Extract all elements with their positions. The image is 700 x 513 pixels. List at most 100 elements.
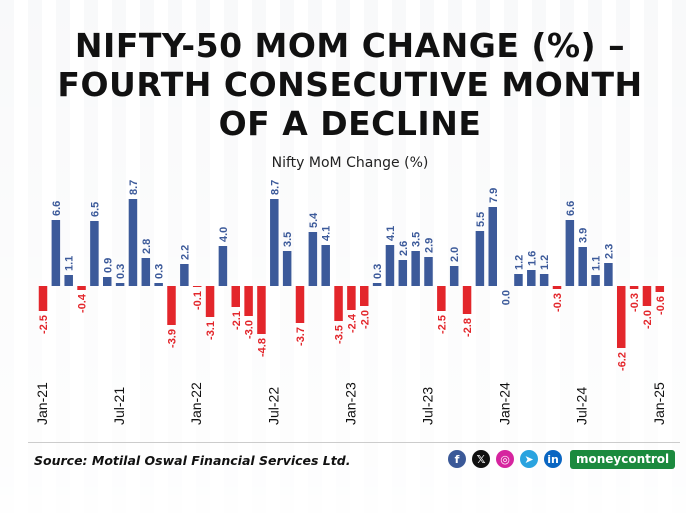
bar-Sep-23 xyxy=(449,266,459,286)
value-label-Nov-22: 4.1 xyxy=(321,226,333,241)
value-label-Jul-24: 3.9 xyxy=(578,228,590,243)
x-tick-label-Jul-21: Jul-21 xyxy=(111,387,127,425)
bar-Feb-21 xyxy=(51,220,61,286)
value-label-Dec-21: 2.2 xyxy=(179,245,191,260)
bar-Jul-24 xyxy=(578,247,587,286)
value-label-Dec-22: -3.5 xyxy=(334,325,346,344)
bar-Apr-22 xyxy=(231,286,240,307)
value-label-Jan-24: 0.0 xyxy=(501,290,513,305)
telegram-icon[interactable]: ➤ xyxy=(520,450,538,468)
value-label-Apr-21: -0.4 xyxy=(77,293,89,313)
value-label-Oct-21: 0.3 xyxy=(154,264,166,279)
bar-Feb-22 xyxy=(205,286,215,317)
bar-May-21 xyxy=(90,221,99,286)
bar-Apr-21 xyxy=(77,286,86,290)
bar-Nov-24 xyxy=(629,286,639,289)
bar-Mar-22 xyxy=(218,246,228,286)
value-label-Jun-21: 0.9 xyxy=(102,258,114,273)
title-line-2: FOURTH CONSECUTIVE MONTH xyxy=(57,65,643,104)
bar-Sep-22 xyxy=(295,286,305,323)
bar-Sep-24 xyxy=(604,263,613,286)
bar-Dec-23 xyxy=(488,207,497,286)
value-label-Feb-24: 1.2 xyxy=(513,255,525,270)
bar-Oct-22 xyxy=(308,232,318,286)
bar-Dec-24 xyxy=(642,286,652,306)
bar-Jun-23 xyxy=(411,251,420,286)
value-label-Feb-21: 6.6 xyxy=(51,201,63,216)
value-label-Jun-24: 6.6 xyxy=(565,201,577,216)
x-tick-label-Jan-24: Jan-24 xyxy=(497,382,513,425)
value-label-Feb-22: -3.1 xyxy=(205,321,217,340)
bar-Apr-23 xyxy=(385,245,395,286)
value-label-Mar-23: 0.3 xyxy=(372,264,384,279)
x-tick-label-Jul-22: Jul-22 xyxy=(265,387,281,425)
bar-Nov-21 xyxy=(167,286,176,325)
bar-Jun-24 xyxy=(565,220,575,286)
chart-title: NIFTY-50 MOM CHANGE (%) – FOURTH CONSECU… xyxy=(20,26,680,143)
value-label-Sep-21: 2.8 xyxy=(141,239,153,254)
value-label-Mar-24: 1.6 xyxy=(526,251,538,266)
bar-Aug-23 xyxy=(437,286,446,311)
bar-Nov-23 xyxy=(475,231,485,286)
bar-Mar-23 xyxy=(372,283,382,286)
social-icons: f 𝕏 ◎ ➤ in moneycontrol xyxy=(448,449,676,469)
value-label-Nov-21: -3.9 xyxy=(167,329,179,348)
title-line-3: OF A DECLINE xyxy=(218,104,482,143)
value-label-Apr-24: 1.2 xyxy=(539,255,551,270)
value-label-Dec-24: -2.0 xyxy=(642,310,654,329)
value-label-Jul-22: 8.7 xyxy=(269,180,281,195)
bar-chart: -2.56.61.1-0.46.50.9 0.38.72.80.3-3.92.2-… xyxy=(34,180,667,425)
chart-subtitle: Nifty MoM Change (%) xyxy=(271,155,429,171)
value-label-Oct-24: -6.2 xyxy=(616,352,628,371)
value-label-Sep-23: 2.0 xyxy=(449,247,461,262)
bar-May-23 xyxy=(398,260,408,286)
value-label-Jul-21: 0.3 xyxy=(115,264,127,279)
value-label-Apr-22: -2.1 xyxy=(231,311,243,330)
linkedin-icon[interactable]: in xyxy=(544,450,562,468)
facebook-icon[interactable]: f xyxy=(448,450,466,468)
x-tick-label-Jul-24: Jul-24 xyxy=(574,387,590,425)
value-label-Feb-23: -2.0 xyxy=(359,310,371,329)
value-label-Dec-23: 7.9 xyxy=(488,188,500,203)
value-label-Jan-21: -2.5 xyxy=(38,315,50,334)
x-tick-label-Jan-21: Jan-21 xyxy=(34,382,50,425)
value-label-Jun-23: 3.5 xyxy=(411,232,423,247)
footer-divider xyxy=(28,442,680,443)
bar-Dec-22 xyxy=(334,286,343,321)
moneycontrol-logo[interactable]: moneycontrol xyxy=(570,449,676,469)
value-label-Jan-22: -0.1 xyxy=(192,291,204,310)
value-label-Jul-23: 2.9 xyxy=(424,238,436,253)
bar-Jul-23 xyxy=(424,257,433,286)
bar-Jan-25 xyxy=(655,286,665,292)
x-tick-label-Jul-23: Jul-23 xyxy=(420,387,436,425)
bar-Jun-22 xyxy=(257,286,266,334)
bar-Feb-24 xyxy=(514,274,523,286)
value-label-Mar-22: 4.0 xyxy=(218,227,230,242)
value-label-Oct-22: 5.4 xyxy=(308,212,320,228)
value-label-Aug-24: 1.1 xyxy=(591,256,603,271)
bar-Oct-21 xyxy=(154,283,163,286)
value-label-Mar-21: 1.1 xyxy=(64,256,76,271)
bar-Apr-24 xyxy=(539,274,549,286)
value-label-Aug-21: 8.7 xyxy=(128,180,140,195)
value-label-May-23: 2.6 xyxy=(398,241,410,256)
bar-Oct-24 xyxy=(617,286,626,348)
bar-Sep-21 xyxy=(141,258,151,286)
value-label-Nov-24: -0.3 xyxy=(629,293,641,312)
x-tick-label-Jan-22: Jan-22 xyxy=(188,382,204,425)
value-label-Sep-22: -3.7 xyxy=(295,327,307,346)
value-label-Oct-23: -2.8 xyxy=(462,318,474,337)
value-label-Jan-23: -2.4 xyxy=(346,313,358,333)
bar-Mar-24 xyxy=(527,270,536,286)
x-tick-label-Jan-25: Jan-25 xyxy=(651,382,667,425)
value-label-Aug-23: -2.5 xyxy=(436,315,448,334)
source-note: Source: Motilal Oswal Financial Services… xyxy=(34,453,351,468)
x-tick-label-Jan-23: Jan-23 xyxy=(342,382,358,425)
x-icon[interactable]: 𝕏 xyxy=(472,450,490,468)
title-line-1: NIFTY-50 MOM CHANGE (%) – xyxy=(74,26,626,65)
bar-Jun-21 xyxy=(103,277,112,286)
bar-Jan-23 xyxy=(347,286,356,310)
value-label-Aug-22: 3.5 xyxy=(282,232,294,247)
bar-Jul-21 xyxy=(115,283,125,286)
instagram-icon[interactable]: ◎ xyxy=(496,450,514,468)
